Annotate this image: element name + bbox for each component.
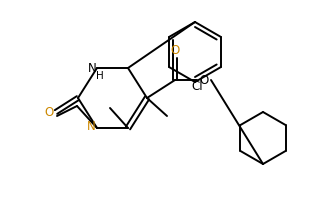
Text: N: N [88, 63, 96, 75]
Text: O: O [199, 74, 209, 86]
Text: H: H [96, 71, 104, 81]
Text: O: O [45, 106, 54, 119]
Text: N: N [86, 120, 95, 134]
Text: O: O [170, 43, 180, 57]
Text: Cl: Cl [191, 80, 203, 92]
